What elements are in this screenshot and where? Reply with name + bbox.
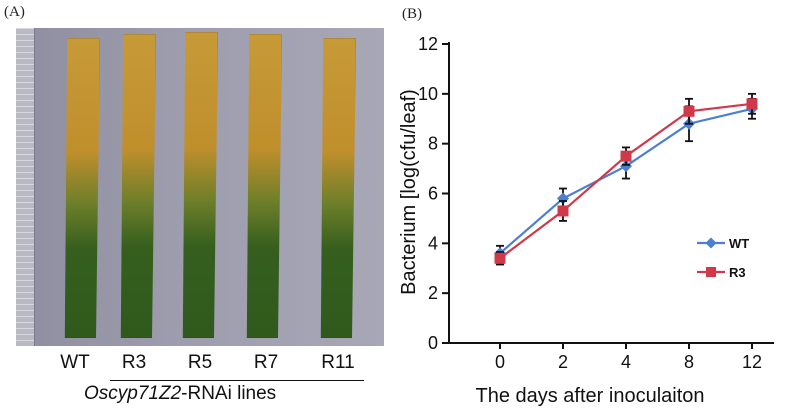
y-axis-title: Bacterium [log(cfu/leaf) — [398, 89, 420, 295]
leaf-r7 — [246, 34, 282, 338]
series-line-r3 — [499, 102, 753, 260]
x-tick-label: 8 — [684, 352, 694, 372]
chart-axes: 0 2 4 6 8 10 12 0 2 4 8 12 — [418, 34, 774, 372]
x-tick-label: 0 — [495, 352, 505, 372]
data-point-r3 — [494, 252, 506, 264]
y-tick-label: 8 — [428, 134, 438, 154]
x-axis-title: The days after inoculaiton — [475, 385, 704, 407]
chart-legend: WT R3 — [697, 236, 749, 280]
series-line-wt — [499, 107, 753, 255]
gene-name: Oscyp71Z2 — [84, 383, 182, 404]
y-tick-label: 4 — [428, 233, 438, 253]
line-labels: WT R3 R5 R7 R11 — [0, 352, 400, 382]
line-label-r11: R11 — [321, 352, 355, 373]
y-tick-label: 2 — [428, 283, 438, 303]
x-tick-label: 2 — [558, 352, 568, 372]
data-point-r3 — [620, 150, 632, 162]
leaf-photo — [16, 28, 384, 346]
line-label-r3: R3 — [121, 352, 147, 373]
y-tick-label: 0 — [428, 333, 438, 353]
x-tick-label: 12 — [742, 352, 762, 372]
y-tick-label: 12 — [418, 34, 438, 54]
rnai-lines-caption: Oscyp71Z2-RNAi lines — [84, 383, 276, 405]
rnai-lines-text: -RNAi lines — [181, 383, 277, 404]
line-label-r5: R5 — [187, 352, 213, 373]
panel-a-label: (A) — [4, 4, 25, 20]
y-tick-label: 6 — [428, 184, 438, 204]
line-label-r7: R7 — [253, 352, 279, 373]
line-label-wt: WT — [60, 352, 90, 373]
x-tick-label: 4 — [621, 352, 631, 372]
leaf-r3 — [120, 34, 156, 338]
ruler — [16, 28, 35, 346]
legend-marker-r3 — [706, 267, 716, 277]
data-point-r3 — [746, 98, 758, 110]
y-tick-label: 10 — [418, 84, 438, 104]
leaf-r11 — [320, 38, 356, 338]
data-point-r3 — [557, 205, 569, 217]
legend-label-r3: R3 — [729, 265, 746, 280]
leaf-r5 — [182, 32, 218, 338]
data-point-r3 — [683, 105, 695, 117]
rnai-bracket — [110, 380, 364, 381]
chart-series — [494, 92, 758, 266]
leaf-wt — [64, 38, 100, 338]
legend-label-wt: WT — [729, 236, 749, 251]
panel-b-label: (B) — [402, 6, 422, 22]
data-point-wt — [620, 160, 632, 173]
legend-marker-wt — [705, 237, 717, 249]
